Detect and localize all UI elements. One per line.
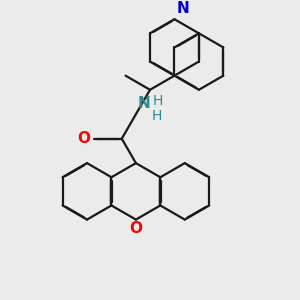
Text: H: H xyxy=(152,109,162,123)
Text: O: O xyxy=(78,131,91,146)
Text: N: N xyxy=(138,96,151,111)
Text: H: H xyxy=(152,94,163,108)
Text: N: N xyxy=(177,2,190,16)
Text: O: O xyxy=(129,221,142,236)
